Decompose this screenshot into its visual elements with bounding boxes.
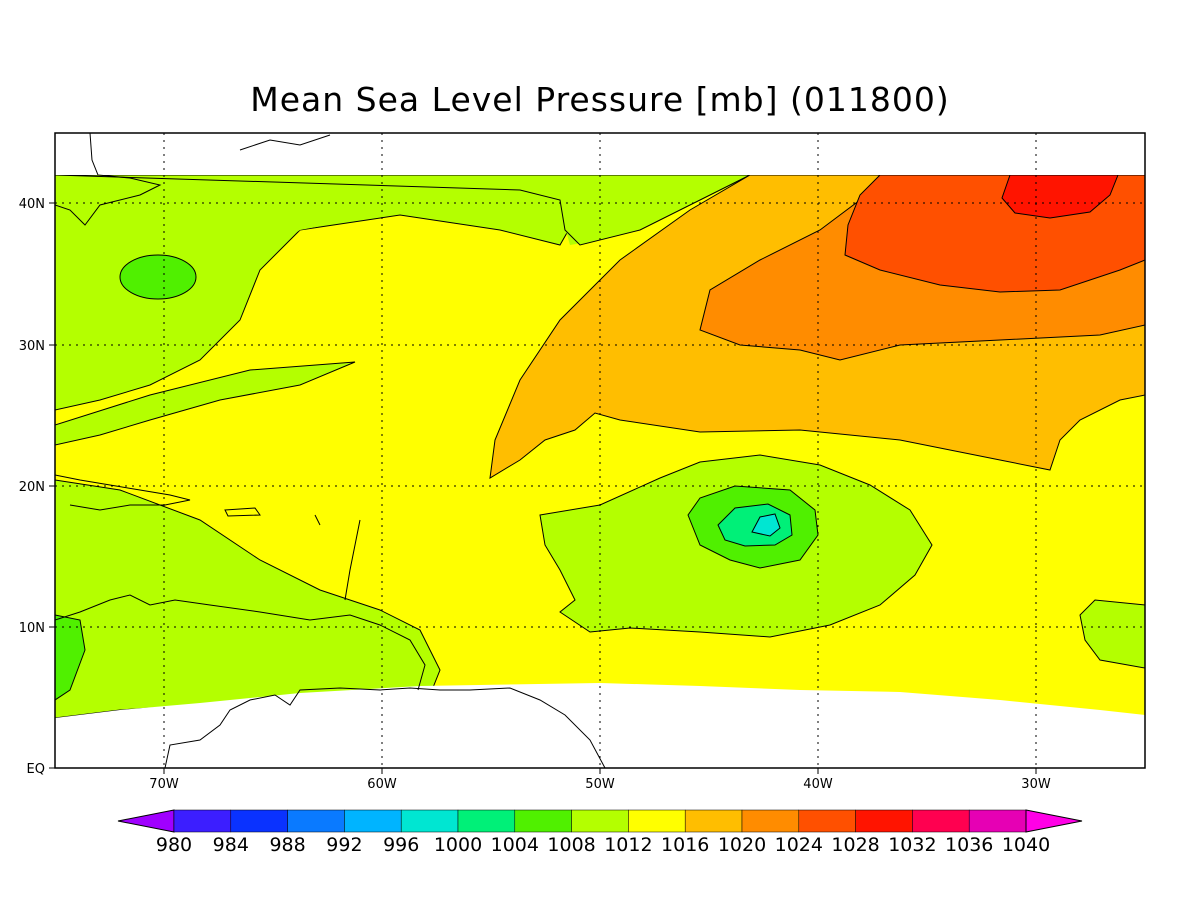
x-tick-label: 40W: [803, 777, 833, 792]
field-1008-nw-inner: [55, 190, 430, 395]
color-bar-label: 988: [269, 834, 305, 856]
x-axis-labels: 70W 60W 50W 40W 30W: [149, 777, 1051, 792]
color-bar-label: 996: [383, 834, 419, 856]
field-1028-1032: [1001, 174, 1119, 219]
color-bar-swatch: [571, 809, 629, 833]
field-1004-sw: [55, 614, 86, 701]
field-1008-top: [55, 174, 751, 246]
color-bar-label: 1036: [945, 834, 993, 856]
y-tick-label: EQ: [27, 762, 45, 777]
low-70w: [119, 254, 197, 300]
color-bar-label: 1024: [775, 834, 823, 856]
color-bar-label: 1004: [491, 834, 539, 856]
color-bar-swatch: [684, 809, 743, 833]
color-bar-label: 1012: [604, 834, 652, 856]
y-axis-labels: EQ 10N 20N 30N 40N: [19, 197, 45, 777]
color-bar-swatch: [741, 809, 800, 833]
color-bar-label: 1000: [434, 834, 482, 856]
color-bar-label: 992: [326, 834, 362, 856]
color-bar-label: 1020: [718, 834, 766, 856]
color-bar-swatch: [798, 809, 856, 833]
color-bar-label: 1008: [547, 834, 595, 856]
x-tick-label: 70W: [149, 777, 179, 792]
color-bar-swatch: [230, 809, 288, 833]
x-tick-label: 60W: [367, 777, 397, 792]
color-bar-swatch: [173, 809, 232, 833]
color-bar-swatch: [968, 809, 1027, 833]
color-bar: [117, 809, 1083, 833]
color-bar-swatch: [514, 809, 572, 833]
color-bar-label: 1032: [888, 834, 936, 856]
y-tick-label: 30N: [19, 339, 45, 354]
grid-lines: [55, 133, 1145, 768]
color-bar-label: 1028: [831, 834, 879, 856]
color-bar-swatch: [344, 809, 402, 833]
color-bar-arrow-low: [117, 809, 175, 833]
map-title: Mean Sea Level Pressure [mb] (011800): [250, 80, 950, 119]
color-bar-labels: 980 984 988 992 996 1000 1004 1008 1012 1016 1020 1…: [156, 834, 1050, 856]
tick-marks: [49, 202, 1037, 774]
y-tick-label: 40N: [19, 197, 45, 212]
color-bar-swatch: [400, 809, 459, 833]
pressure-field: [55, 133, 1145, 768]
y-tick-label: 20N: [19, 480, 45, 495]
x-tick-label: 30W: [1021, 777, 1051, 792]
color-bar-arrow-high: [1025, 809, 1083, 833]
color-bar-swatch: [912, 809, 970, 833]
color-bar-label: 1016: [661, 834, 709, 856]
color-bar-swatch: [628, 809, 686, 833]
no-data-south: [55, 683, 1145, 768]
coastlines: [55, 133, 606, 768]
color-bar-label: 980: [156, 834, 192, 856]
color-bar-swatch: [287, 809, 345, 833]
low-central-996: [751, 513, 781, 537]
field-1008-east: [1079, 599, 1145, 669]
color-bar-label: 1040: [1002, 834, 1050, 856]
color-bar-swatch: [457, 809, 516, 833]
field-1008-carib-n: [55, 361, 356, 446]
y-tick-label: 10N: [19, 621, 45, 636]
color-bar-swatch: [855, 809, 913, 833]
x-tick-label: 50W: [585, 777, 615, 792]
color-bar-label: 984: [213, 834, 249, 856]
